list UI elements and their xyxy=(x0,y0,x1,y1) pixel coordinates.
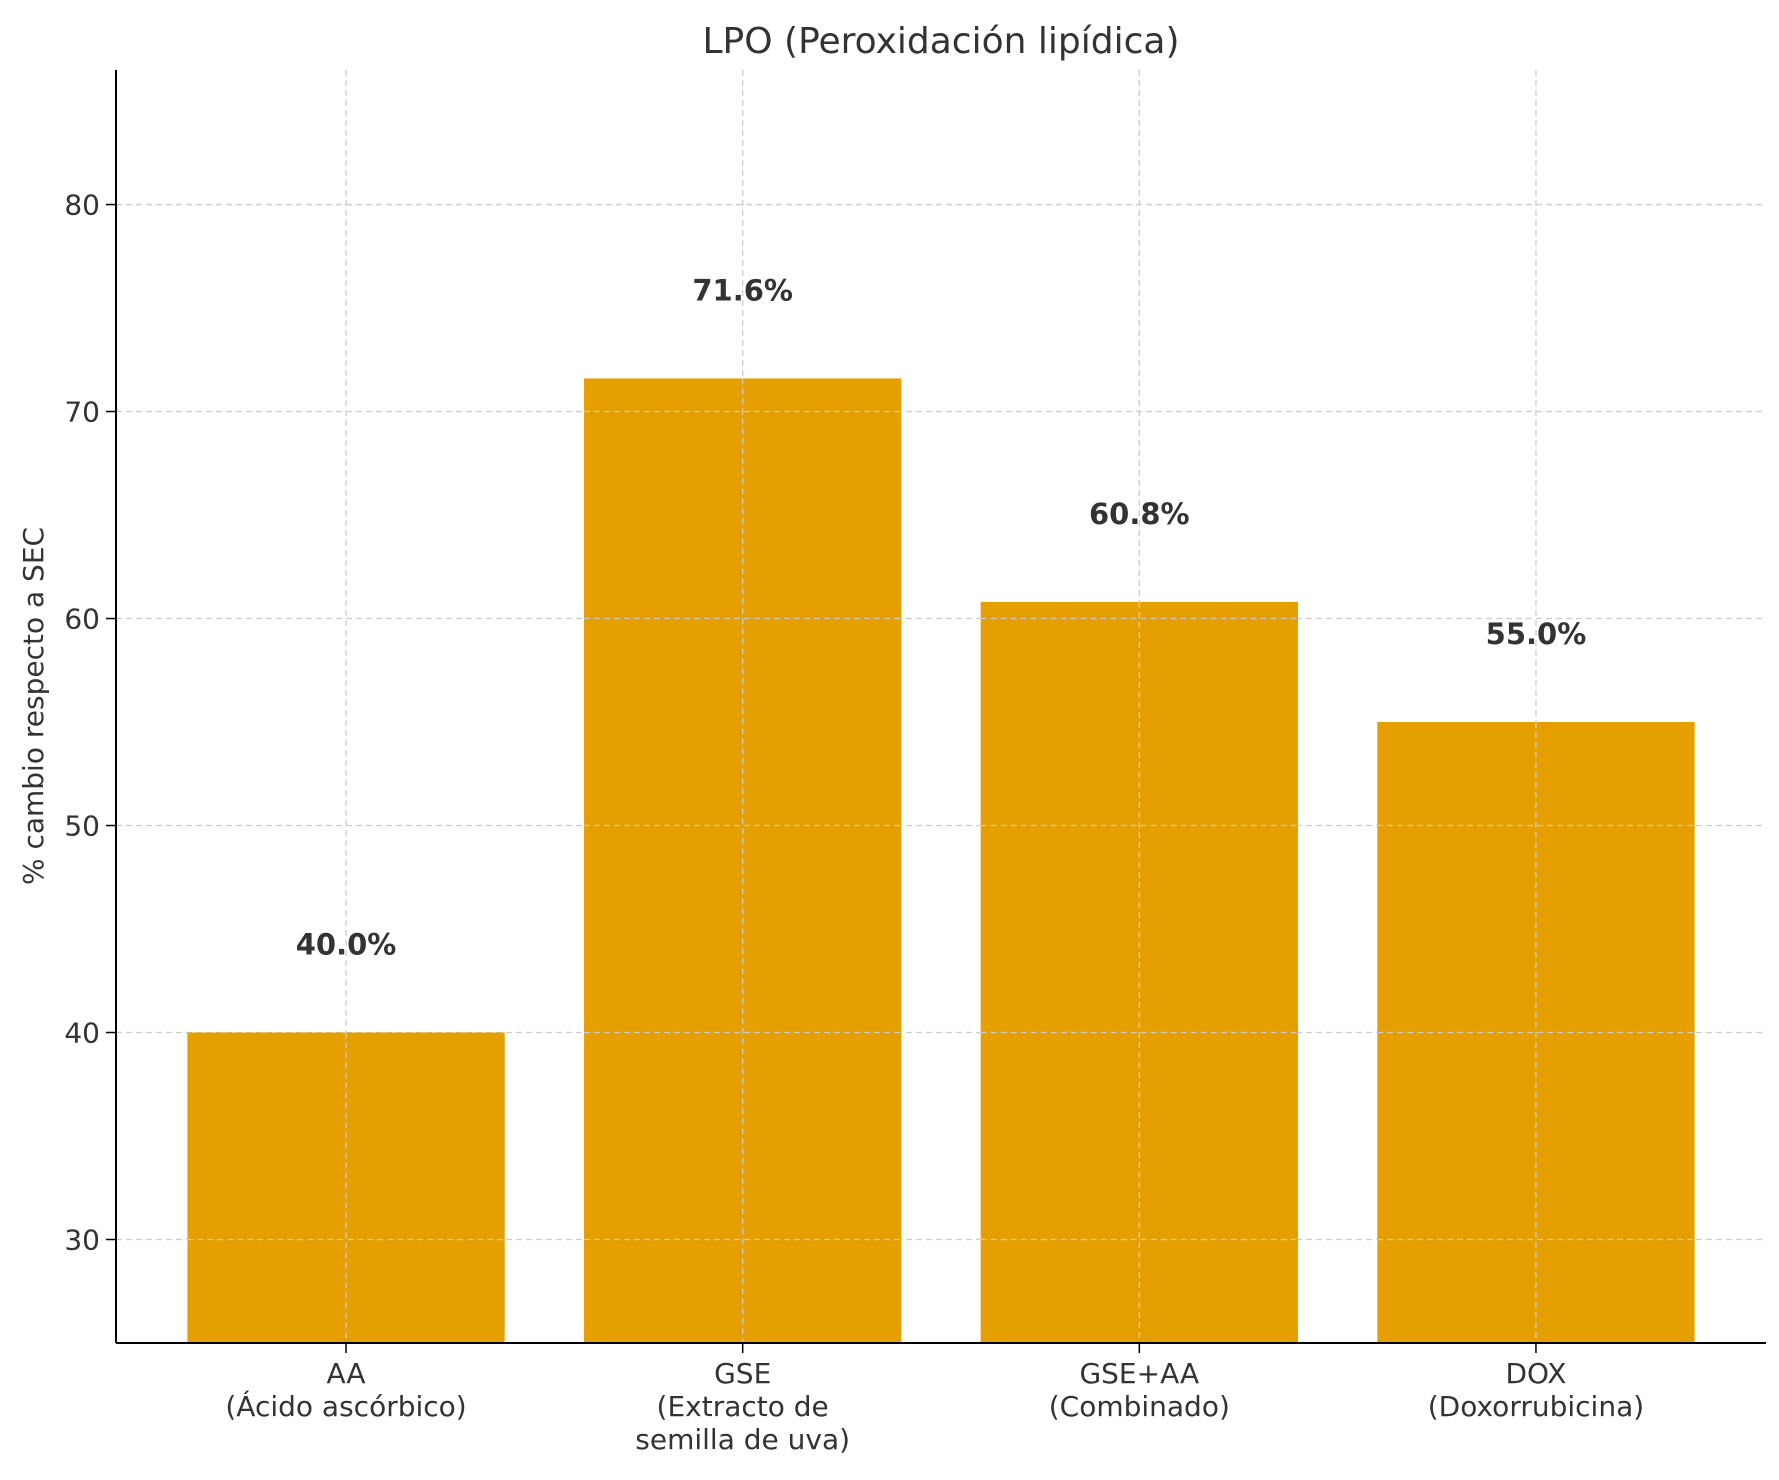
x-category-label-line: (Doxorrubicina) xyxy=(1428,1390,1644,1423)
chart-title: LPO (Peroxidación lipídica) xyxy=(703,21,1180,62)
bar-value-label: 40.0% xyxy=(296,928,397,962)
x-category-label-line: GSE xyxy=(714,1357,771,1390)
bar-value-label: 55.0% xyxy=(1486,617,1587,651)
axis-layer xyxy=(106,70,1766,1353)
bar-value-label: 71.6% xyxy=(692,273,793,307)
x-category-label: DOX (Doxorrubicina) xyxy=(1428,1357,1644,1423)
y-tick-label: 50 xyxy=(64,810,100,843)
x-category-label-line: DOX xyxy=(1505,1357,1566,1390)
bar-value-label: 60.8% xyxy=(1089,497,1190,531)
y-tick-label: 70 xyxy=(64,396,100,429)
x-category-label-line: (Ácido ascórbico) xyxy=(225,1389,466,1423)
y-tick-label: 80 xyxy=(64,189,100,222)
label-layer: 30 40 50 60 70 80 40.0% AA (Ácido ascórbico) 71.6… xyxy=(64,189,1644,1456)
x-category-label-line: AA xyxy=(327,1357,366,1390)
x-category-label-line: GSE+AA xyxy=(1079,1357,1199,1390)
x-category-label-line: semilla de uva) xyxy=(635,1423,850,1456)
x-category-label: GSE (Extracto de semilla de uva) xyxy=(635,1357,850,1456)
y-tick-label: 60 xyxy=(64,603,100,636)
x-category-label-line: (Extracto de xyxy=(657,1390,829,1423)
x-category-label: GSE+AA (Combinado) xyxy=(1049,1357,1230,1423)
y-tick-label: 40 xyxy=(64,1017,100,1050)
x-category-label: AA (Ácido ascórbico) xyxy=(225,1357,466,1423)
x-category-label-line: (Combinado) xyxy=(1049,1390,1230,1423)
bar-layer xyxy=(187,378,1695,1344)
y-tick-label: 30 xyxy=(64,1224,100,1257)
y-axis-title: % cambio respecto a SEC xyxy=(17,527,50,885)
